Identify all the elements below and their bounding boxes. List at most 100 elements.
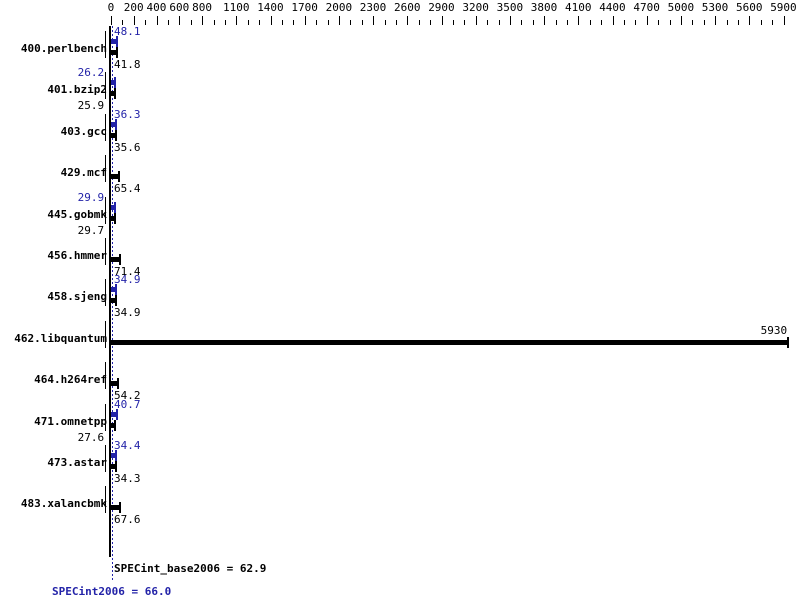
row-tick <box>105 320 106 348</box>
axis-tick-minor <box>191 20 192 25</box>
value-label-base: 35.6 <box>114 140 141 154</box>
bar-base-483-xalancbmk <box>111 505 119 511</box>
bar-base-cap <box>115 129 118 141</box>
value-label-base: 41.8 <box>114 58 141 71</box>
axis-tick-minor <box>316 20 317 25</box>
axis-tick-label: 2600 <box>394 1 421 14</box>
bench-name-429-mcf: 429.mcf <box>60 166 107 180</box>
axis-tick-minor <box>590 20 591 25</box>
bench-name-400-perlbench: 400.perlbench <box>20 42 107 55</box>
axis-tick-major <box>613 16 614 25</box>
value-label-base: 34.9 <box>114 306 141 320</box>
row-tick <box>105 155 106 183</box>
row-tick <box>105 403 106 431</box>
bar-base-400-perlbench <box>111 50 116 55</box>
bench-name-458-sjeng: 458.sjeng <box>47 290 107 304</box>
bench-name-403-gcc: 403.gcc <box>60 124 107 138</box>
axis-tick-minor <box>282 20 283 25</box>
axis-tick-label: 600 <box>169 1 190 14</box>
axis-tick-major <box>305 16 306 25</box>
axis-tick-label: 5000 <box>667 1 695 14</box>
axis-tick-label: 1400 <box>257 1 284 14</box>
axis-tick-major <box>510 16 511 25</box>
bar-peak-403-gcc <box>111 121 116 127</box>
axis-tick-label: 3800 <box>530 1 558 14</box>
bar-base-473-astar <box>111 464 115 469</box>
value-label-base: 54.2 <box>114 389 141 403</box>
axis-tick-minor <box>225 20 226 25</box>
axis-tick-minor <box>350 20 351 25</box>
axis-tick-major <box>339 16 340 25</box>
bench-name-456-hmmer: 456.hmmer <box>47 249 107 262</box>
axis-tick-minor <box>772 20 773 25</box>
axis-tick-major <box>749 16 750 25</box>
bar-peak-cap <box>116 36 119 47</box>
axis-tick-minor <box>385 20 386 25</box>
bar-base-401-bzip2 <box>111 91 114 97</box>
row-tick <box>105 362 106 390</box>
axis-tick-label: 0 <box>107 1 115 14</box>
axis-tick-label: 2300 <box>359 1 387 14</box>
bar-base-cap <box>114 461 117 472</box>
axis-tick-label: 3200 <box>462 1 489 14</box>
bar-base-cap <box>114 212 117 224</box>
axis-tick-major <box>111 16 112 25</box>
bar-base-cap <box>787 336 790 348</box>
row-tick <box>105 486 106 514</box>
value-label-base: 67.6 <box>114 513 141 527</box>
axis-tick-major <box>442 16 443 25</box>
bench-name-462-libquantum: 462.libquantum <box>14 331 107 345</box>
axis-tick-minor <box>464 20 465 25</box>
bar-base-403-gcc <box>111 132 116 138</box>
axis-tick-label: 2000 <box>325 1 353 14</box>
bar-peak-cap <box>115 408 118 420</box>
bar-base-cap <box>114 295 117 307</box>
axis-tick-major <box>647 16 648 25</box>
bench-name-483-xalancbmk: 483.xalancbmk <box>20 497 107 511</box>
axis-tick-major <box>157 16 158 25</box>
axis-tick-minor <box>145 20 146 25</box>
bar-peak-cap <box>114 450 117 461</box>
axis-tick-minor <box>122 20 123 25</box>
bar-base-429-mcf <box>111 174 119 180</box>
axis-tick-minor <box>168 20 169 25</box>
bar-peak-445-gobmk <box>111 204 115 210</box>
value-label-base: 34.3 <box>114 472 141 485</box>
axis-tick-major <box>784 16 785 25</box>
value-label-peak: 26.2 <box>77 66 105 80</box>
axis-tick-minor <box>567 20 568 25</box>
axis-tick-minor <box>521 20 522 25</box>
value-label-base: 71.4 <box>114 265 141 278</box>
bar-peak-cap <box>114 77 116 89</box>
value-label-base: 29.7 <box>77 223 105 237</box>
axis-tick-minor <box>487 20 488 25</box>
axis-tick-label: 1100 <box>223 1 250 14</box>
axis-tick-minor <box>328 20 329 25</box>
value-label-base: 27.6 <box>77 430 105 444</box>
axis-tick-label: 2900 <box>428 1 455 14</box>
axis-tick-major <box>544 16 545 25</box>
row-tick <box>105 31 106 58</box>
axis-tick-label: 3500 <box>496 1 524 14</box>
axis-tick-minor <box>601 20 602 25</box>
row-tick <box>105 113 106 141</box>
bar-base-464-h264ref <box>111 381 118 387</box>
row-tick <box>105 445 106 472</box>
axis-tick-minor <box>670 20 671 25</box>
value-label-peak: 34.9 <box>114 273 141 287</box>
axis-tick-major <box>179 16 180 25</box>
bench-name-473-astar: 473.astar <box>47 456 107 469</box>
axis-tick-major <box>578 16 579 25</box>
axis-tick-label: 4700 <box>633 1 660 14</box>
axis-tick-minor <box>624 20 625 25</box>
axis-tick-minor <box>259 20 260 25</box>
value-label-base: 65.4 <box>114 182 141 196</box>
bar-peak-cap <box>115 118 118 130</box>
axis-tick-minor <box>556 20 557 25</box>
axis-tick-minor <box>658 20 659 25</box>
axis-tick-minor <box>419 20 420 25</box>
bar-base-cap <box>117 378 120 390</box>
axis-tick-minor <box>533 20 534 25</box>
row-tick <box>105 238 106 265</box>
axis-tick-major <box>373 16 374 25</box>
